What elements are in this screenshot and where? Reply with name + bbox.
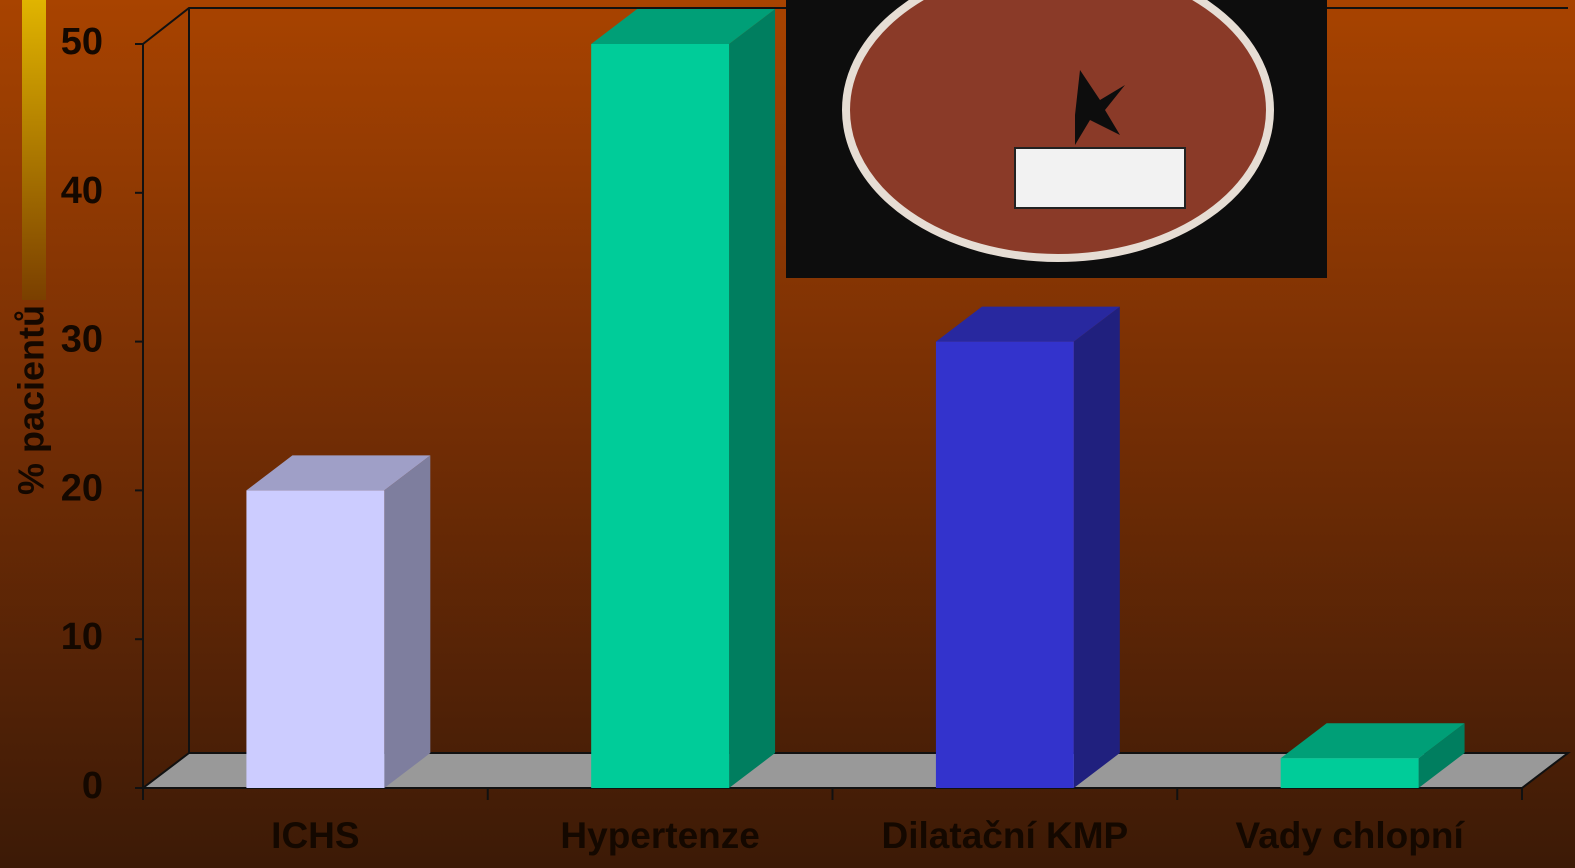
- bar-side: [729, 9, 776, 788]
- y-tick-label: 50: [61, 21, 103, 63]
- x-tick-label: Dilatační KMP: [882, 815, 1129, 856]
- y-axis-label: % pacientů: [11, 305, 52, 495]
- bar-top: [591, 9, 776, 44]
- y-tick-label: 0: [82, 765, 103, 807]
- x-tick-label: ICHS: [271, 815, 359, 856]
- bar: [246, 490, 385, 788]
- y-tick-label: 10: [61, 616, 103, 658]
- photo-specimen: [842, 0, 1274, 262]
- bar: [1280, 758, 1419, 788]
- bar: [935, 341, 1074, 788]
- photo-cavity: [1075, 70, 1125, 145]
- bar-top: [1280, 723, 1465, 759]
- x-tick-label: Vady chlopní: [1236, 815, 1466, 856]
- bar-side: [1073, 306, 1120, 788]
- bar-side: [384, 455, 431, 788]
- photo-scale: [1014, 147, 1186, 209]
- photo-inset: [786, 0, 1327, 278]
- y-tick-label: 30: [61, 319, 103, 361]
- y-tick-label: 20: [61, 467, 103, 509]
- bar: [591, 44, 730, 788]
- bar-top: [935, 306, 1120, 342]
- bar-top: [246, 455, 431, 491]
- x-tick-label: Hypertenze: [560, 815, 759, 856]
- decor-stripe: [22, 0, 46, 300]
- y-tick-label: 40: [61, 170, 103, 212]
- bar-side: [1418, 723, 1465, 788]
